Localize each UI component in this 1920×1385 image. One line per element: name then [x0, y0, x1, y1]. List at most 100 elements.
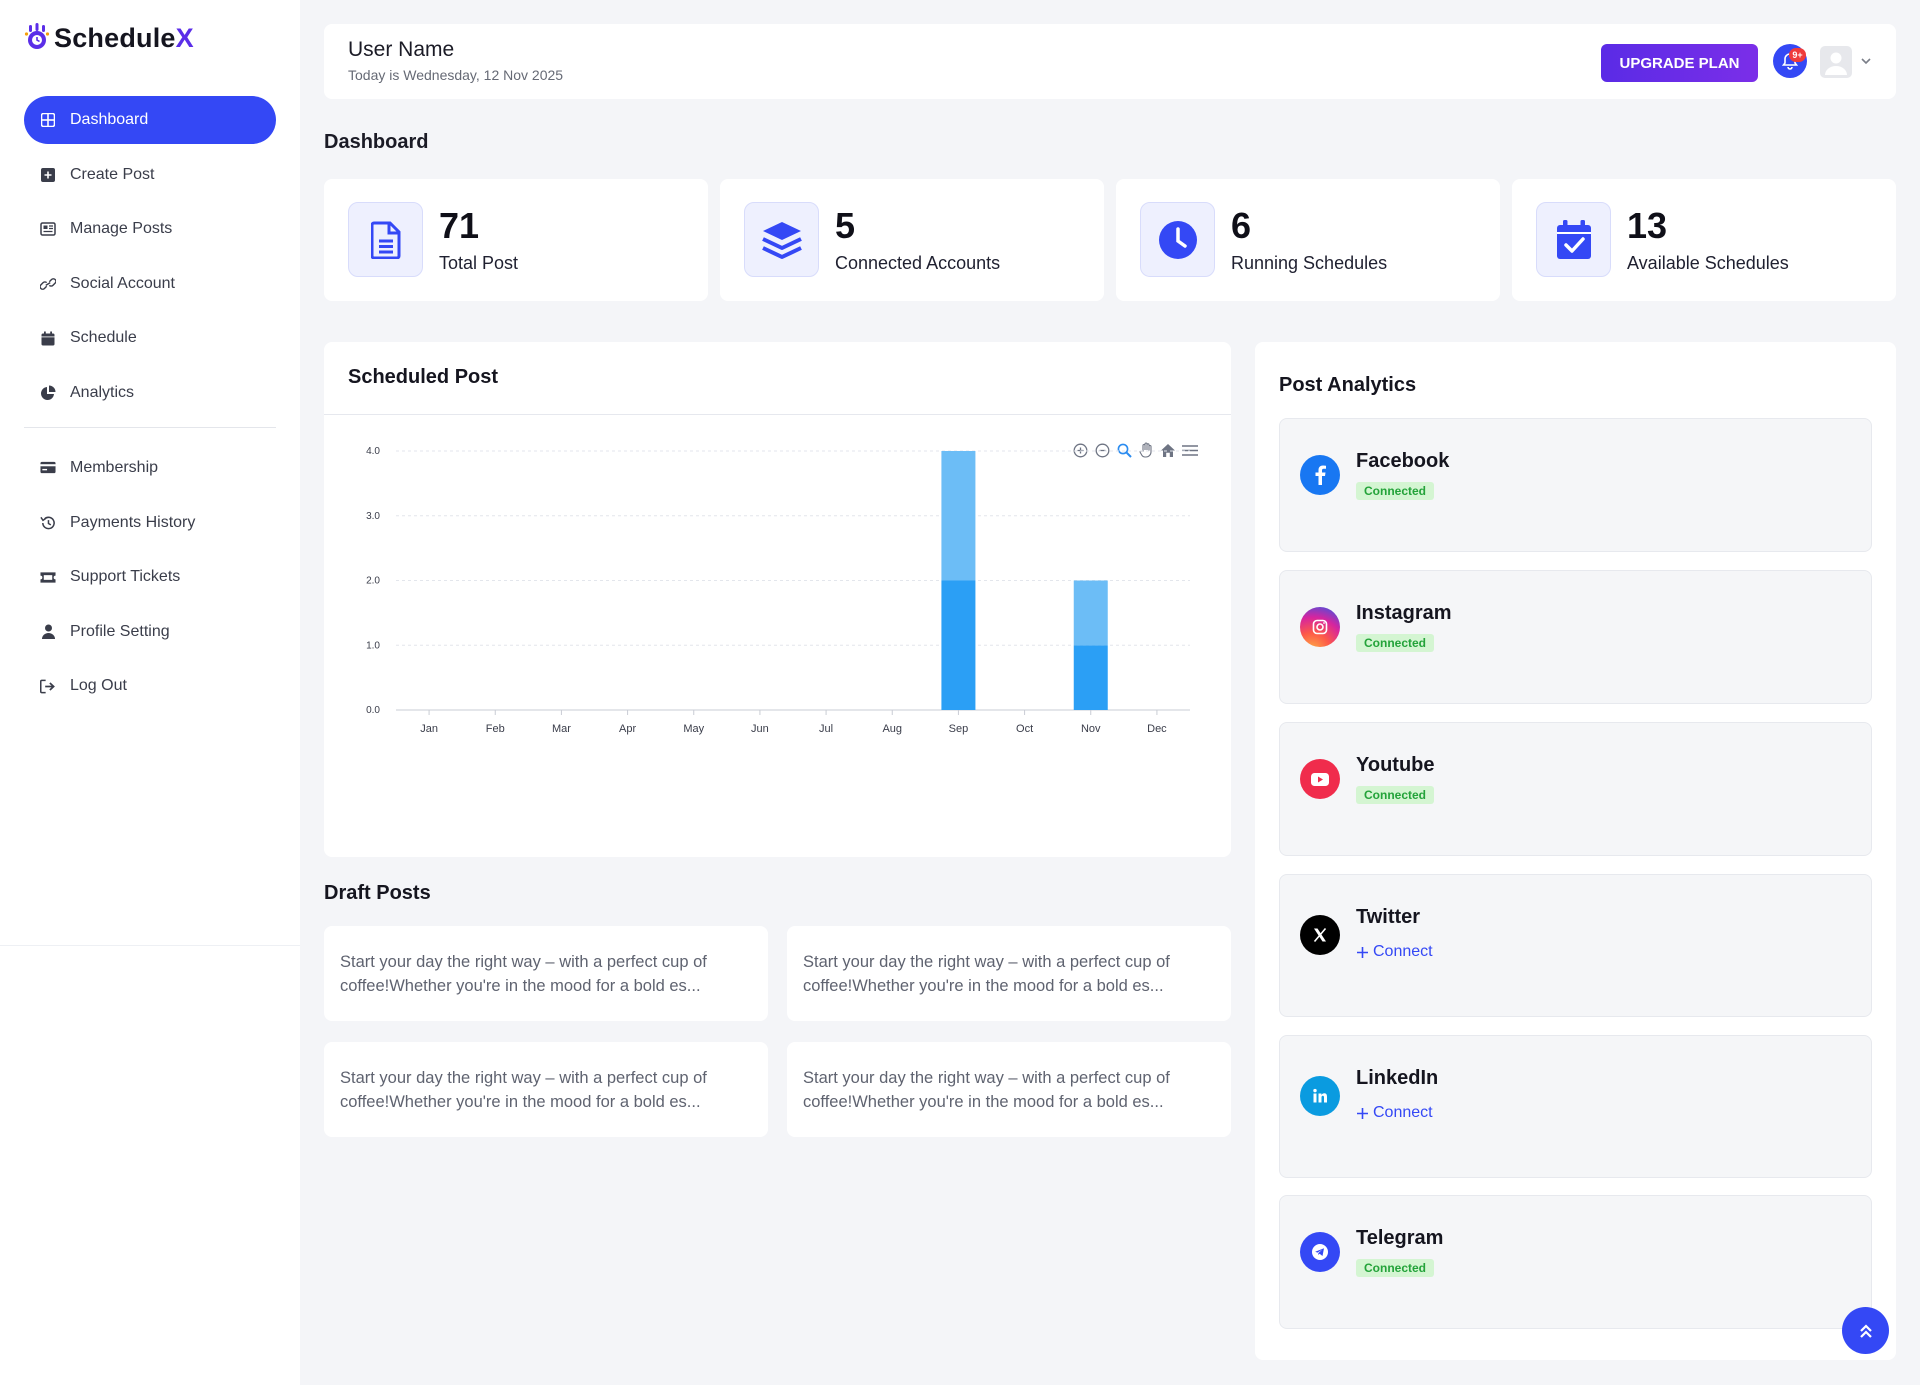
plus-square-icon: [40, 167, 56, 183]
account-card-youtube[interactable]: Youtube Connected: [1279, 722, 1872, 856]
draft-post-text: Start your day the right way – with a pe…: [340, 1069, 707, 1111]
logo[interactable]: ScheduleX: [24, 22, 194, 54]
x-tick-label: Dec: [1147, 723, 1167, 735]
instagram-icon: [1300, 607, 1340, 647]
sidebar-item-dashboard[interactable]: Dashboard: [24, 96, 276, 144]
stat-label: Running Schedules: [1231, 253, 1388, 273]
sidebar: ScheduleX Dashboard Create Post Manage P…: [0, 0, 300, 1385]
chart-toolbar: [1072, 442, 1198, 458]
connect-link[interactable]: Connect: [1356, 943, 1433, 961]
sidebar-item-payments-history[interactable]: Payments History: [24, 499, 276, 547]
sidebar-item-create-post[interactable]: Create Post: [24, 151, 276, 199]
account-name: Telegram: [1356, 1227, 1444, 1249]
x-tick-label: Feb: [486, 723, 505, 735]
chevron-down-icon[interactable]: [1859, 54, 1873, 68]
x-tick-label: Apr: [619, 723, 636, 735]
selection-zoom-icon[interactable]: [1116, 442, 1132, 458]
status-badge: Connected: [1356, 634, 1435, 652]
draft-post-text: Start your day the right way – with a pe…: [803, 1069, 1170, 1111]
connect-link[interactable]: Connect: [1356, 1104, 1433, 1122]
stat-value: 5: [835, 205, 856, 246]
stat-card-running-schedules: 6 Running Schedules: [1116, 179, 1500, 301]
x-tick-label: Mar: [552, 723, 571, 735]
top-header: User Name Today is Wednesday, 12 Nov 202…: [324, 24, 1896, 99]
zoom-in-icon[interactable]: [1072, 442, 1088, 458]
dashboard-icon: [40, 112, 56, 128]
sidebar-item-label: Profile Setting: [70, 622, 170, 640]
connect-label: Connect: [1373, 1104, 1433, 1121]
sidebar-item-schedule[interactable]: Schedule: [24, 314, 276, 362]
chart-bar: [941, 580, 976, 710]
sidebar-item-social-account[interactable]: Social Account: [24, 260, 276, 308]
stat-card-connected-accounts: 5 Connected Accounts: [720, 179, 1104, 301]
x-icon: [1300, 915, 1340, 955]
sidebar-item-label: Dashboard: [70, 111, 149, 128]
plus-icon: [1357, 1107, 1368, 1119]
stat-label: Connected Accounts: [835, 253, 1001, 273]
draft-post-card[interactable]: Start your day the right way – with a pe…: [787, 926, 1231, 1021]
telegram-icon: [1300, 1232, 1340, 1272]
x-tick-label: Nov: [1081, 723, 1101, 735]
sidebar-item-support-tickets[interactable]: Support Tickets: [24, 553, 276, 601]
scheduled-post-card: Scheduled Post 0.0 1.0 2.0 3.0 4.0 Jan Feb Mar A…: [324, 342, 1231, 857]
link-icon: [40, 276, 56, 292]
facebook-icon: [1300, 455, 1340, 495]
status-badge: Connected: [1356, 1259, 1435, 1277]
sidebar-item-profile-setting[interactable]: Profile Setting: [24, 608, 276, 656]
status-badge: Connected: [1356, 482, 1435, 500]
connect-label: Connect: [1373, 943, 1433, 960]
y-tick-label: 4.0: [366, 446, 380, 457]
account-card-telegram[interactable]: Telegram Connected: [1279, 1195, 1872, 1329]
stat-label: Available Schedules: [1627, 253, 1789, 273]
logo-mark-icon: [24, 23, 50, 49]
sidebar-item-label: Log Out: [70, 677, 127, 695]
chart-menu-icon[interactable]: [1182, 442, 1198, 458]
sidebar-item-label: Manage Posts: [70, 220, 173, 238]
pan-hand-icon[interactable]: [1138, 442, 1154, 458]
clock-icon: [1140, 202, 1215, 277]
notification-badge: 9+: [1789, 48, 1806, 62]
draft-post-text: Start your day the right way – with a pe…: [340, 953, 707, 995]
scroll-to-top-button[interactable]: [1842, 1307, 1889, 1354]
reset-home-icon[interactable]: [1160, 442, 1176, 458]
account-card-facebook[interactable]: Facebook Connected: [1279, 418, 1872, 552]
x-tick-label: Sep: [949, 723, 969, 735]
sidebar-item-label: Social Account: [70, 274, 175, 292]
sidebar-lower-panel: [0, 945, 300, 1385]
sidebar-item-membership[interactable]: Membership: [24, 444, 276, 492]
card-divider: [324, 414, 1231, 415]
account-card-linkedin[interactable]: LinkedIn Connect: [1279, 1035, 1872, 1178]
document-icon: [348, 202, 423, 277]
zoom-out-icon[interactable]: [1094, 442, 1110, 458]
x-tick-label: Aug: [882, 723, 902, 735]
current-date: Today is Wednesday, 12 Nov 2025: [348, 67, 564, 83]
page-title: Dashboard: [324, 131, 429, 153]
account-card-instagram[interactable]: Instagram Connected: [1279, 570, 1872, 704]
stat-value: 71: [439, 205, 480, 246]
scheduled-post-chart: 0.0 1.0 2.0 3.0 4.0 Jan Feb Mar Apr May Jun Jul Aug S…: [366, 446, 1190, 735]
draft-post-text: Start your day the right way – with a pe…: [803, 953, 1170, 995]
draft-post-card[interactable]: Start your day the right way – with a pe…: [324, 1042, 768, 1137]
draft-post-card[interactable]: Start your day the right way – with a pe…: [324, 926, 768, 1021]
sidebar-item-analytics[interactable]: Analytics: [24, 369, 276, 417]
youtube-icon: [1300, 759, 1340, 799]
stat-label: Total Post: [439, 253, 519, 273]
sidebar-item-manage-posts[interactable]: Manage Posts: [24, 205, 276, 253]
y-tick-label: 0.0: [366, 705, 380, 716]
card-title: Post Analytics: [1279, 374, 1417, 396]
avatar[interactable]: [1820, 46, 1852, 78]
x-tick-label: May: [683, 723, 704, 735]
chart-bar: [1073, 645, 1108, 710]
calendar-icon: [40, 330, 56, 346]
stat-value: 13: [1627, 205, 1668, 246]
account-name: Youtube: [1356, 754, 1435, 776]
x-tick-label: Jun: [751, 723, 769, 735]
sidebar-item-label: Payments History: [70, 513, 196, 531]
sidebar-item-label: Support Tickets: [70, 568, 181, 586]
account-card-twitter[interactable]: Twitter Connect: [1279, 874, 1872, 1017]
drafts-title: Draft Posts: [324, 882, 431, 904]
upgrade-plan-button[interactable]: UPGRADE PLAN: [1601, 44, 1758, 82]
sidebar-item-log-out[interactable]: Log Out: [24, 662, 276, 710]
brand-suffix: X: [175, 22, 194, 53]
draft-post-card[interactable]: Start your day the right way – with a pe…: [787, 1042, 1231, 1137]
